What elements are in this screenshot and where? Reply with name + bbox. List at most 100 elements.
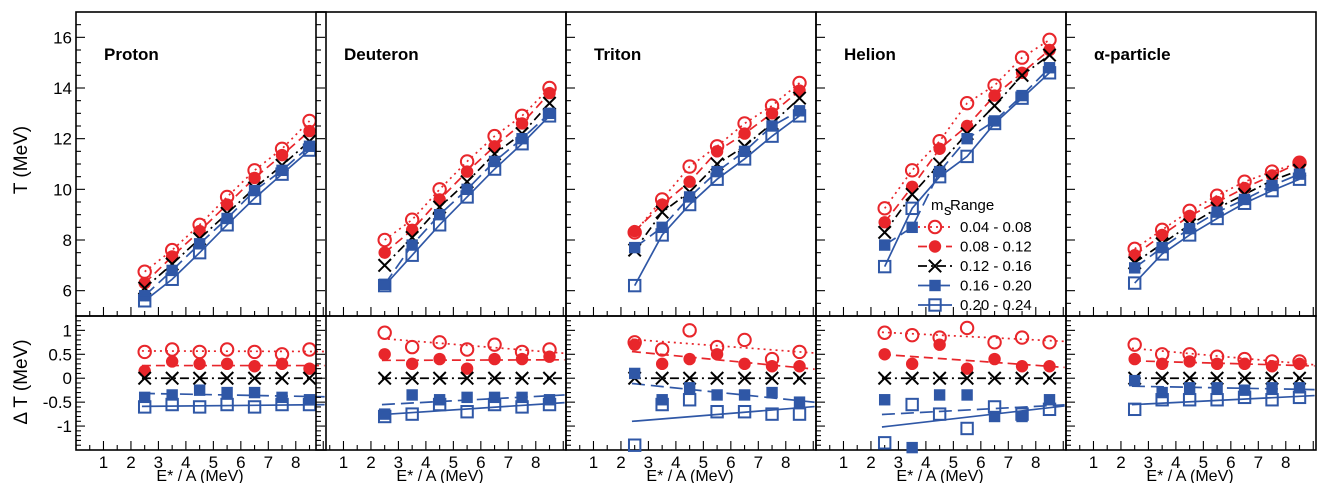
data-point-bottom bbox=[138, 391, 151, 404]
data-point-bottom bbox=[906, 441, 918, 454]
y-tick-label-bottom: 1 bbox=[63, 321, 72, 340]
data-point-bottom bbox=[932, 371, 947, 386]
data-point-bottom bbox=[932, 407, 947, 421]
data-point-bottom bbox=[1043, 360, 1056, 373]
data-point-bottom bbox=[711, 389, 723, 401]
data-point-top bbox=[377, 278, 392, 293]
data-point-bottom bbox=[1210, 357, 1224, 371]
x-tick-label: 8 bbox=[781, 453, 790, 472]
data-point-bottom bbox=[683, 382, 696, 394]
data-point-bottom bbox=[164, 342, 180, 357]
data-point-bottom bbox=[792, 371, 807, 386]
data-point-bottom bbox=[193, 384, 206, 396]
data-point-top bbox=[406, 239, 418, 251]
data-point-top bbox=[165, 272, 179, 286]
data-point-top bbox=[543, 86, 556, 100]
data-point-top bbox=[1238, 193, 1251, 206]
data-point-top bbox=[655, 228, 669, 242]
data-point-top bbox=[1210, 195, 1224, 209]
data-point-bottom bbox=[460, 371, 475, 386]
data-point-top bbox=[1014, 50, 1030, 65]
y-tick-label-bottom: -0.5 bbox=[43, 393, 72, 412]
data-point-top bbox=[961, 132, 973, 145]
data-point-bottom bbox=[165, 355, 179, 368]
data-point-bottom bbox=[904, 327, 920, 343]
x-tick-label: 7 bbox=[264, 453, 273, 472]
data-point-bottom bbox=[247, 344, 262, 360]
x-tick-label: 8 bbox=[1281, 453, 1290, 472]
legend-marker bbox=[927, 219, 943, 235]
data-point-bottom bbox=[1156, 386, 1168, 399]
data-point-bottom bbox=[1128, 352, 1141, 366]
data-point-bottom bbox=[461, 391, 473, 404]
x-tick-label: 2 bbox=[866, 453, 875, 472]
data-point-bottom bbox=[276, 391, 288, 404]
data-point-top bbox=[905, 187, 920, 202]
data-point-bottom bbox=[933, 338, 946, 351]
data-point-bottom bbox=[192, 344, 207, 360]
data-point-top bbox=[1183, 209, 1196, 223]
data-point-bottom bbox=[960, 421, 974, 436]
data-point-bottom bbox=[221, 386, 233, 399]
data-point-bottom bbox=[192, 400, 207, 414]
data-point-top bbox=[515, 117, 529, 130]
data-point-top bbox=[1238, 181, 1251, 195]
data-point-bottom bbox=[459, 342, 475, 357]
data-point-top bbox=[1015, 91, 1029, 105]
data-point-top bbox=[1182, 228, 1197, 242]
data-point-bottom bbox=[877, 325, 892, 340]
data-point-bottom bbox=[405, 407, 419, 421]
data-point-top bbox=[628, 224, 641, 238]
data-point-bottom bbox=[960, 371, 975, 386]
data-point-bottom bbox=[1155, 357, 1169, 371]
data-point-bottom bbox=[275, 397, 289, 412]
y-tick-label-top: 6 bbox=[63, 282, 72, 301]
data-point-bottom bbox=[905, 357, 919, 371]
data-point-top bbox=[515, 137, 529, 151]
fit-line-bottom bbox=[381, 394, 565, 406]
data-point-top bbox=[655, 205, 670, 220]
data-point-bottom bbox=[959, 320, 975, 336]
data-point-top bbox=[542, 96, 557, 111]
data-point-bottom bbox=[905, 371, 920, 386]
data-point-top bbox=[275, 167, 289, 181]
data-point-bottom bbox=[1015, 360, 1029, 373]
data-point-top bbox=[878, 216, 891, 229]
panel-title: Proton bbox=[104, 45, 159, 64]
legend-entry-label: 0.12 - 0.16 bbox=[960, 258, 1032, 275]
data-point-bottom bbox=[1183, 355, 1196, 368]
data-point-bottom bbox=[765, 360, 779, 373]
data-point-bottom bbox=[248, 360, 261, 373]
data-point-bottom bbox=[1237, 371, 1252, 386]
data-point-top bbox=[220, 198, 234, 211]
data-point-top bbox=[1128, 262, 1141, 274]
data-point-bottom bbox=[765, 407, 779, 421]
data-point-top bbox=[220, 218, 234, 232]
data-point-top bbox=[433, 208, 446, 221]
data-point-top bbox=[878, 239, 891, 251]
data-point-bottom bbox=[1015, 407, 1029, 421]
data-point-bottom bbox=[515, 371, 529, 386]
data-point-bottom bbox=[1237, 390, 1252, 405]
data-point-bottom bbox=[302, 342, 317, 357]
data-point-top bbox=[377, 232, 392, 248]
x-axis-label: E* / A (MeV) bbox=[646, 468, 733, 483]
data-point-top bbox=[682, 159, 697, 174]
data-point-bottom bbox=[1043, 394, 1056, 406]
data-point-top bbox=[193, 238, 206, 250]
data-point-bottom bbox=[165, 397, 179, 412]
data-point-top bbox=[1155, 228, 1169, 242]
data-point-bottom bbox=[1265, 393, 1279, 407]
y-tick-label-top: 10 bbox=[53, 180, 72, 199]
data-point-bottom bbox=[220, 357, 234, 371]
legend-entry-label: 0.08 - 0.12 bbox=[960, 239, 1032, 256]
data-point-bottom bbox=[377, 325, 392, 340]
data-point-bottom bbox=[433, 352, 446, 366]
y-tick-label-top: 12 bbox=[53, 130, 72, 149]
x-tick-label: 3 bbox=[1144, 453, 1153, 472]
panel-0: 1 2 3 4 5 6 7 8E* / A (MeV)6810121416-1-0.500.5… bbox=[43, 11, 327, 483]
data-point-top bbox=[738, 127, 751, 140]
data-point-bottom bbox=[737, 332, 752, 348]
data-point-bottom bbox=[1211, 382, 1223, 394]
data-point-bottom bbox=[738, 389, 751, 401]
